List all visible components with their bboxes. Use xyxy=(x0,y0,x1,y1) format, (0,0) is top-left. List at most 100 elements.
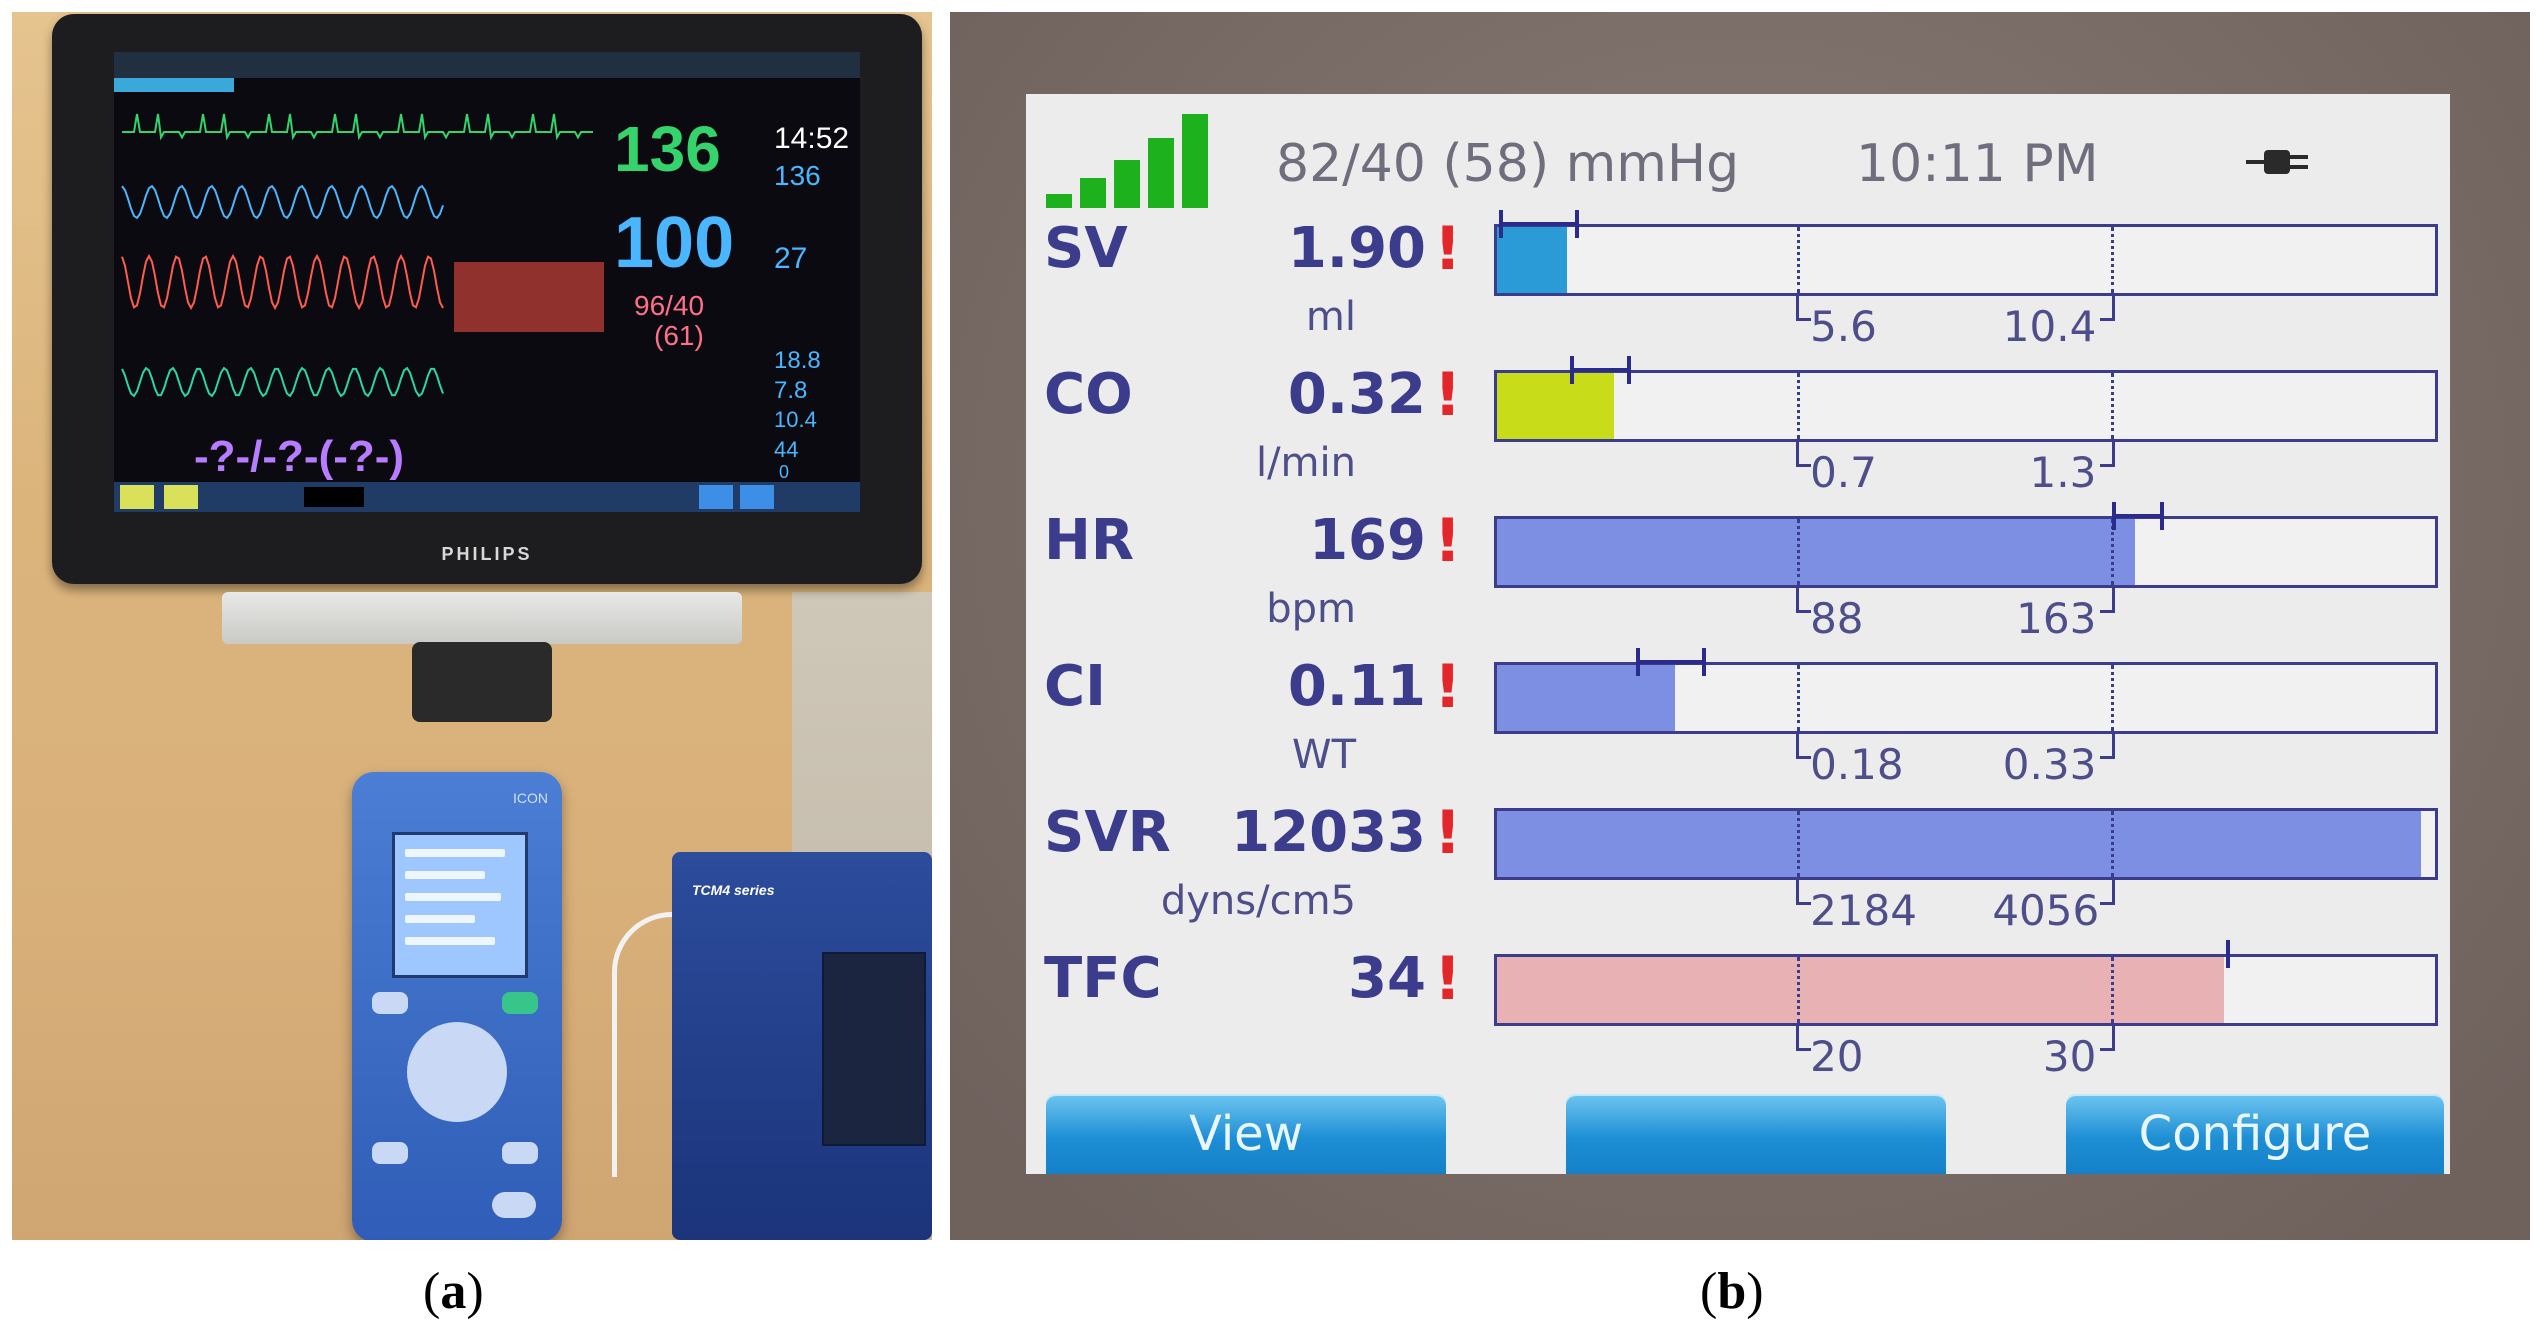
param-label: CO xyxy=(1044,362,1133,427)
normal-range-bracket xyxy=(2100,588,2116,613)
nbp-mean: (61) xyxy=(654,320,704,351)
param-bar-fill xyxy=(1497,811,2421,877)
normal-range-low: 20 xyxy=(1810,1032,1864,1081)
caption-b: (b) xyxy=(1700,1263,1764,1320)
icon-device-button xyxy=(502,992,538,1014)
nbp-value: 96/40 xyxy=(634,290,705,321)
param-value: 0.11 xyxy=(1287,654,1426,719)
normal-range-mark xyxy=(1797,957,1801,1023)
normal-range-low: 0.7 xyxy=(1810,448,1877,497)
icon-lcd-screen: 82/40 (58) mmHg 10:11 PM SV 1.90! ml 5.6 10.… xyxy=(1026,94,2450,1174)
icon-device-screen xyxy=(392,832,528,978)
normal-range-bracket xyxy=(1796,296,1812,321)
monitor-mount xyxy=(222,592,742,644)
normal-range-bracket xyxy=(1796,1026,1812,1051)
normal-range-bracket xyxy=(1796,588,1812,613)
icon-cardiometry-device: ICON xyxy=(352,772,562,1240)
photo-panel-a: 136 136 14:52 100 27 96/40 (61) -?-/-?-(… xyxy=(12,12,932,1240)
normal-range-mark xyxy=(2111,665,2115,731)
param-bar xyxy=(1494,662,2438,734)
power-plug-icon xyxy=(2246,150,2308,174)
alarm-icon: ! xyxy=(1434,214,1462,284)
param-bar-fill xyxy=(1497,227,1568,293)
param-value: 12033 xyxy=(1231,800,1426,865)
view-softkey[interactable]: View xyxy=(1046,1094,1446,1174)
param-unit: dyns/cm5 xyxy=(1160,878,1356,924)
param-bar-fill xyxy=(1497,957,2224,1023)
param-bar xyxy=(1494,224,2438,296)
normal-range-bracket xyxy=(1796,442,1812,467)
blood-pressure-readout: 82/40 (58) mmHg xyxy=(1276,134,1740,194)
param-label: TFC xyxy=(1044,946,1162,1011)
tcm4-display-window xyxy=(822,952,926,1146)
normal-range-bracket xyxy=(2100,1026,2116,1051)
icon-device-dpad xyxy=(407,1022,507,1122)
target-range-marker xyxy=(2225,940,2230,968)
normal-range-bracket xyxy=(2100,734,2116,759)
param-value: 34 xyxy=(1348,946,1426,1011)
normal-range-low: 2184 xyxy=(1810,886,1917,935)
monitor-screen: 136 136 14:52 100 27 96/40 (61) -?-/-?-(… xyxy=(114,52,860,512)
normal-range-bracket xyxy=(1796,734,1812,759)
side-value-3: 10.4 xyxy=(774,407,817,432)
param-label: HR xyxy=(1044,508,1134,573)
configure-softkey[interactable]: Configure xyxy=(2066,1094,2444,1174)
param-bar-fill xyxy=(1497,665,1676,731)
param-unit: bpm xyxy=(1266,586,1356,632)
normal-range-mark xyxy=(1797,811,1801,877)
normal-range-mark xyxy=(1797,373,1801,439)
normal-range-mark xyxy=(2111,957,2115,1023)
monitor-brand-logo: PHILIPS xyxy=(441,544,533,564)
hr-value: 136 xyxy=(614,113,721,185)
resp-value: 27 xyxy=(774,242,808,275)
param-bar xyxy=(1494,808,2438,880)
monitor-time: 14:52 xyxy=(774,122,850,155)
param-bar xyxy=(1494,370,2438,442)
alarm-icon: ! xyxy=(1434,652,1462,722)
param-value: 169 xyxy=(1309,508,1426,573)
alarm-icon: ! xyxy=(1434,944,1462,1014)
photo-panel-b: 82/40 (58) mmHg 10:11 PM SV 1.90! ml 5.6 10.… xyxy=(950,12,2530,1240)
icon-device-power-button xyxy=(492,1192,536,1218)
normal-range-high: 4056 xyxy=(1992,886,2100,935)
normal-range-high: 10.4 xyxy=(2002,302,2097,351)
param-label: SVR xyxy=(1044,800,1171,865)
normal-range-low: 0.18 xyxy=(1810,740,1904,789)
normal-range-high: 30 xyxy=(2042,1032,2097,1081)
signal-bars-icon xyxy=(1046,114,1246,224)
icon-device-button xyxy=(372,1142,408,1164)
normal-range-mark xyxy=(2111,811,2115,877)
normal-range-high: 0.33 xyxy=(2002,740,2097,789)
param-bar-fill xyxy=(1497,373,1615,439)
normal-range-low: 88 xyxy=(1810,594,1864,643)
target-range-marker xyxy=(1569,356,1632,384)
side-value-4: 44 xyxy=(774,437,799,462)
normal-range-mark xyxy=(2111,519,2115,585)
param-unit: ml xyxy=(1305,294,1356,340)
normal-range-bracket xyxy=(2100,296,2116,321)
device-holder xyxy=(412,642,552,722)
normal-range-mark xyxy=(2111,373,2115,439)
icon-device-button xyxy=(372,992,408,1014)
normal-range-mark xyxy=(1797,519,1801,585)
param-unit: l/min xyxy=(1255,440,1356,486)
alarm-icon: ! xyxy=(1434,360,1462,430)
param-bar-fill xyxy=(1497,519,2135,585)
hr-secondary: 136 xyxy=(774,160,821,191)
param-bar xyxy=(1494,516,2438,588)
target-range-marker xyxy=(1635,648,1707,676)
alarm-icon: ! xyxy=(1434,506,1462,576)
icon-device-button xyxy=(502,1142,538,1164)
normal-range-bracket xyxy=(2100,880,2116,905)
alarm-icon: ! xyxy=(1434,798,1462,868)
normal-range-bracket xyxy=(2100,442,2116,467)
side-value-1: 18.8 xyxy=(774,347,821,374)
normal-range-high: 163 xyxy=(2016,594,2097,643)
spo2-value: 100 xyxy=(614,203,735,283)
middle-softkey[interactable] xyxy=(1566,1094,1946,1174)
target-range-marker xyxy=(2112,502,2165,530)
tcm4-label: TCM4 series xyxy=(692,882,775,898)
placeholder-readout: -?-/-?-(-?-) xyxy=(194,432,405,481)
param-label: CI xyxy=(1044,654,1106,719)
param-bar xyxy=(1494,954,2438,1026)
